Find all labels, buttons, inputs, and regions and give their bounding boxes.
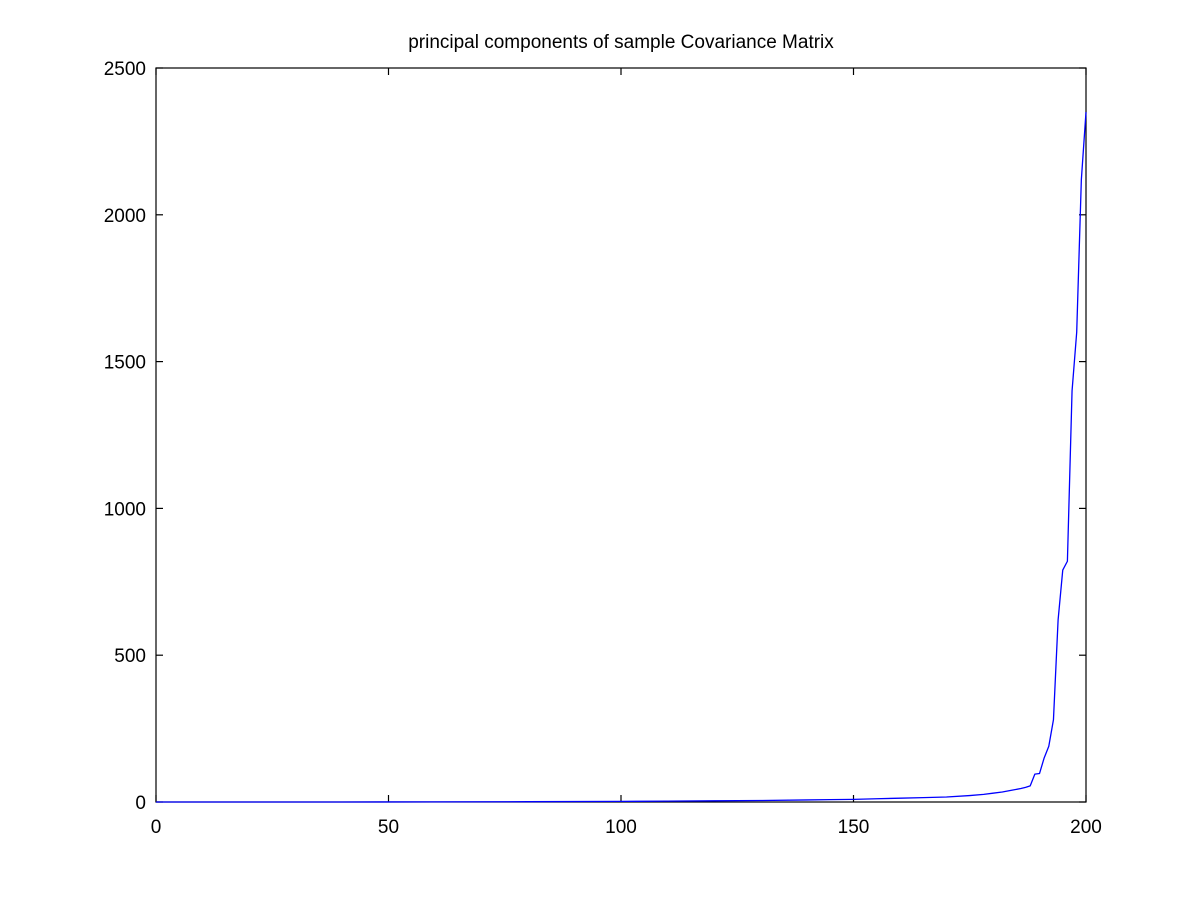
axis-ticks: [155, 67, 1087, 803]
chart-title: principal components of sample Covarianc…: [408, 32, 834, 53]
x-tick-label: 150: [838, 817, 870, 838]
x-tick-label: 50: [378, 817, 399, 838]
x-tick-label: 0: [151, 817, 162, 838]
y-tick-label: 2000: [104, 206, 146, 227]
y-tick-label: 500: [114, 646, 146, 667]
y-tick-label: 2500: [104, 59, 146, 80]
x-tick-label: 200: [1070, 817, 1102, 838]
y-tick-label: 1500: [104, 353, 146, 374]
y-tick-label: 0: [135, 793, 146, 814]
x-tick-label: 100: [605, 817, 637, 838]
plot-frame: [155, 67, 1087, 803]
y-tick-label: 1000: [104, 499, 146, 520]
series-line: [156, 111, 1087, 803]
